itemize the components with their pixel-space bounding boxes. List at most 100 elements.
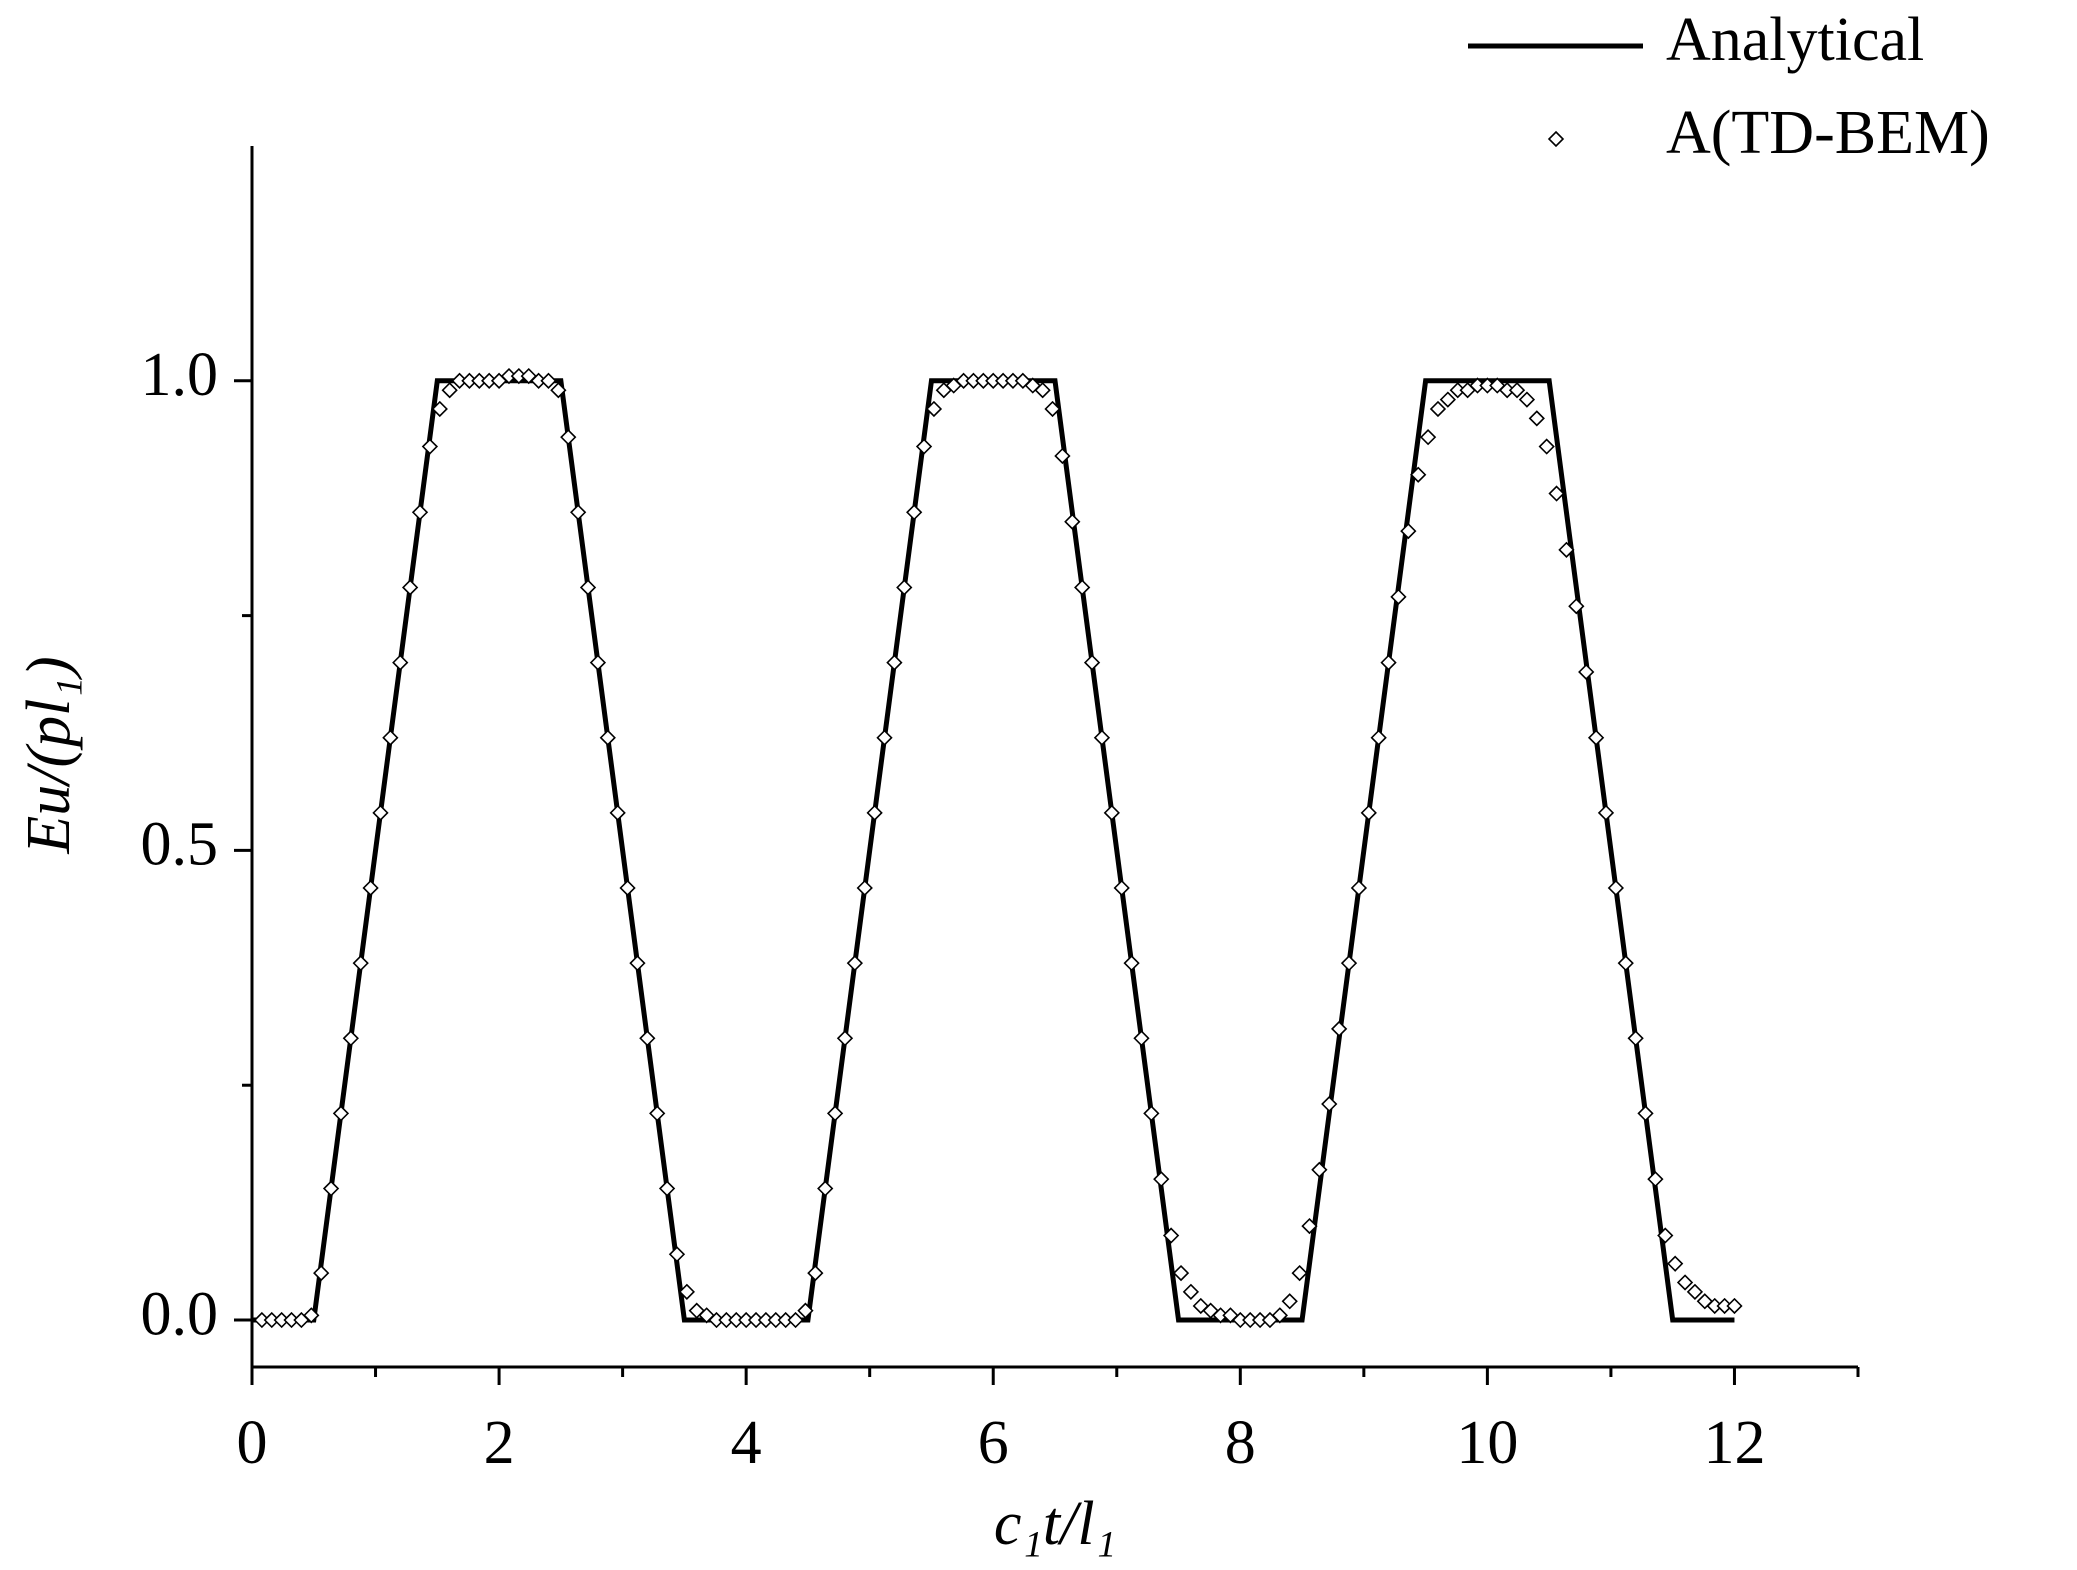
bem-point [1143,1105,1160,1122]
bem-point [1647,1171,1664,1188]
bem-point [382,729,399,746]
bem-point [1321,1095,1338,1113]
bem-point [401,579,419,596]
bem-point [1686,1283,1704,1300]
bem-point [1390,588,1407,605]
bem-point [1657,1227,1674,1244]
bem-point [1617,954,1634,972]
bem-point [896,579,913,596]
bem-point [836,1030,854,1047]
bem-point [322,1180,340,1197]
y-tick-label: 1.0 [141,341,219,409]
bem-point [1508,382,1526,399]
bem-point [817,1180,834,1197]
x-tick-label: 12 [1703,1409,1765,1477]
bem-point [688,1302,705,1319]
bem-point [362,879,379,897]
legend-label: Analytical [1666,6,1924,74]
bem-point [599,729,616,746]
bem-point [906,504,923,521]
bem-point [1340,954,1358,972]
bem-point [550,382,567,399]
bem-point [1093,729,1111,746]
bem-point [1578,663,1595,681]
bem-point [1548,485,1565,502]
bem-point [520,367,537,385]
bem-point [1054,447,1071,465]
bem-point [1568,598,1585,615]
bem-point [1123,954,1140,972]
bem-point [1281,1293,1298,1310]
bem-point [421,438,439,455]
bem-point [589,654,607,671]
bem-point [797,1302,814,1319]
bem-point [866,804,883,821]
bem-point [303,1307,320,1324]
bem-point [1331,1020,1348,1038]
bem-point [1410,466,1427,483]
bem-point [342,1030,359,1047]
bem-point [1064,513,1081,530]
y-tick-label: 0.5 [141,811,219,879]
bem-point [1083,654,1101,671]
bem-point [856,879,873,897]
bem-point [1182,1283,1200,1300]
bem-point [826,1105,844,1122]
bem-point [441,382,458,399]
bem-point [925,400,943,418]
bem-point [807,1264,824,1282]
bem-point [1360,804,1377,821]
bem-point [886,654,903,671]
bem-point [1429,400,1447,418]
bem-point [1627,1030,1644,1047]
bem-point [668,1246,686,1263]
bem-point [1419,429,1437,446]
x-tick-label: 10 [1456,1409,1518,1477]
bem-point [352,954,369,972]
bem-point [392,654,409,671]
y-axis-label: Eu/(pl₁) [15,656,83,854]
bem-point [915,438,933,455]
bem-point [1113,879,1130,897]
legend-label: A(TD-BEM) [1666,99,1990,167]
bem-point [1202,1302,1219,1319]
bem-point [1676,1274,1694,1291]
bem-point [1597,804,1615,821]
bem-point [1311,1161,1328,1178]
bem-point [1291,1264,1308,1282]
bem-point [1153,1171,1170,1188]
bem-point [1400,522,1417,540]
bem-point [1301,1217,1318,1235]
bem-point [1044,400,1061,418]
bem-point [1558,541,1575,559]
bem-point [1587,729,1605,746]
legend-marker [1547,130,1565,148]
bem-point [787,1311,804,1329]
bem-point [560,429,577,446]
bem-point [658,1180,676,1197]
bem-point [313,1264,330,1282]
bem-point [1074,579,1091,596]
bem-point [431,400,448,418]
bem-point [629,954,646,972]
bem-point [1439,391,1456,408]
x-tick-label: 4 [731,1409,762,1477]
bem-point [1538,438,1555,455]
bem-point [411,504,429,521]
bem-point [1271,1307,1288,1324]
bem-point [1034,382,1051,399]
bem-point [876,729,893,746]
bem-point [332,1105,350,1122]
x-tick-label: 2 [484,1409,515,1477]
bem-point [1350,879,1368,897]
bem-point [1518,391,1536,408]
bem-point [678,1283,695,1300]
bem-point [1162,1227,1180,1244]
bem-point [1014,372,1032,389]
bem-point [1607,879,1624,897]
bem-point [609,804,626,821]
y-tick-label: 0.0 [141,1280,219,1348]
bem-point [1133,1030,1150,1047]
bem-point [846,954,863,972]
